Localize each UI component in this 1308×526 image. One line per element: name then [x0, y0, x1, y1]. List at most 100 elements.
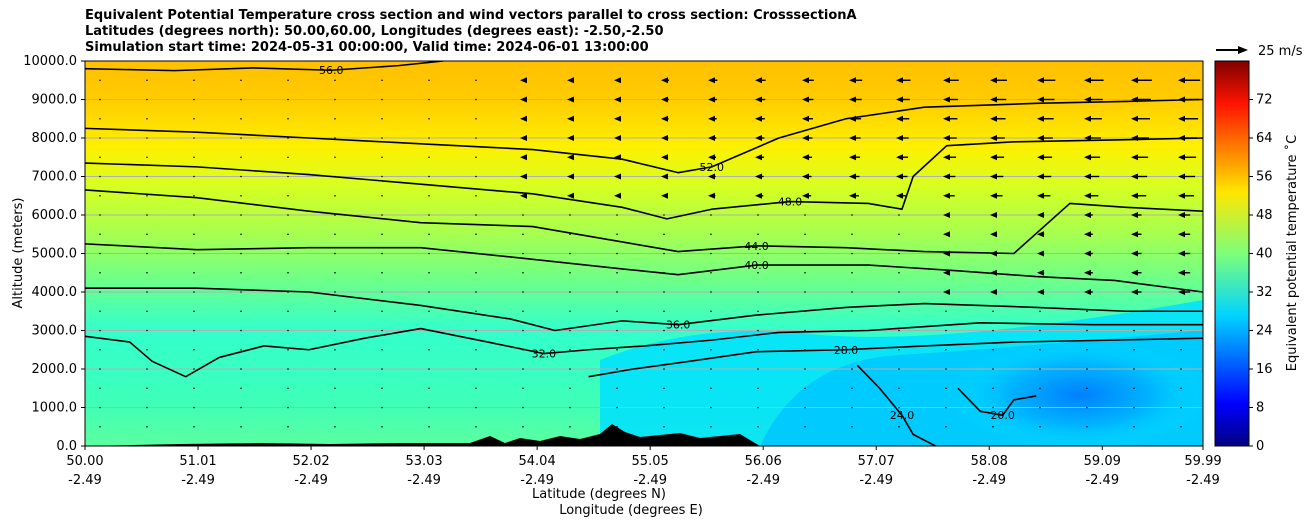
wind-vector [99, 252, 101, 255]
wind-vector [428, 194, 430, 197]
wind-vector [240, 348, 242, 351]
wind-vector-head [708, 115, 715, 122]
wind-vector [663, 406, 665, 409]
quiver-key-arrowhead [1238, 46, 1248, 54]
wind-vector [381, 137, 383, 139]
wind-vector [240, 137, 242, 139]
wind-vector [428, 310, 430, 313]
wind-vector [522, 233, 524, 236]
wind-vector [1133, 368, 1135, 370]
wind-vector [851, 406, 853, 409]
wind-vector [616, 406, 618, 409]
colorbar-tick-label: 24 [1256, 324, 1273, 339]
wind-vector [663, 329, 665, 332]
wind-vector [99, 79, 101, 82]
wind-vector [99, 310, 101, 313]
wind-vector-head [1131, 269, 1138, 276]
wind-vector [334, 271, 336, 274]
wind-vector-head [1178, 135, 1185, 141]
wind-vector [428, 79, 430, 82]
wind-vector [804, 406, 806, 409]
wind-vector-head [849, 77, 856, 84]
wind-vector [428, 214, 430, 216]
y-tick-label: 3000.0 [32, 324, 78, 339]
wind-vector [99, 425, 101, 428]
wind-vector-head [802, 135, 809, 141]
wind-vector [381, 252, 383, 255]
wind-vector-head [1084, 192, 1091, 199]
wind-vector-head [567, 135, 574, 141]
wind-vector-head [1131, 212, 1138, 218]
wind-vector-head [1178, 231, 1185, 238]
wind-vector-head [802, 192, 809, 199]
wind-vector [710, 329, 712, 332]
wind-vector-head [708, 192, 715, 199]
wind-vector [992, 329, 994, 332]
colorbar-tick-label: 72 [1256, 93, 1273, 108]
wind-vector [569, 425, 571, 428]
wind-vector-head [708, 96, 715, 103]
wind-vector [381, 79, 383, 82]
wind-vector [522, 291, 524, 293]
wind-vector-head [849, 96, 856, 103]
wind-vector-head [896, 192, 903, 199]
wind-vector [1086, 406, 1088, 409]
y-axis-label: Altitude (meters) [11, 198, 26, 309]
colorbar-tick-label: 32 [1256, 285, 1273, 300]
wind-vector [146, 194, 148, 197]
wind-vector-head [708, 77, 715, 84]
wind-vector [381, 329, 383, 332]
wind-vector-head [520, 135, 527, 141]
wind-vector [240, 368, 242, 370]
wind-vector [146, 156, 148, 159]
wind-vector [945, 348, 947, 351]
wind-vector-head [614, 154, 621, 161]
wind-vector [287, 291, 289, 293]
quiver-key-label: 25 m/s [1258, 44, 1303, 59]
wind-vector-head [755, 115, 762, 122]
wind-vector [193, 252, 195, 255]
wind-vector [381, 368, 383, 370]
wind-vector [146, 252, 148, 255]
wind-vector [428, 425, 430, 428]
wind-vector [757, 310, 759, 313]
wind-vector [240, 310, 242, 313]
wind-vector [428, 137, 430, 139]
wind-vector [381, 214, 383, 216]
wind-vector-head [990, 192, 997, 199]
wind-vector [240, 117, 242, 120]
quiver-key: 25 m/s [1216, 44, 1303, 59]
wind-vector [663, 310, 665, 313]
wind-vector-head [567, 115, 574, 122]
wind-vector-head [614, 115, 621, 122]
contour-label: 20.0 [990, 409, 1015, 422]
wind-vector [616, 233, 618, 236]
cold-core [950, 340, 1203, 446]
wind-vector-head [1037, 115, 1044, 122]
wind-vector [522, 425, 524, 428]
wind-vector [1180, 425, 1182, 428]
wind-vector [240, 194, 242, 197]
wind-vector-head [567, 77, 574, 84]
wind-vector [569, 406, 571, 409]
wind-vector [240, 233, 242, 236]
wind-vector-head [708, 135, 715, 141]
wind-vector-head [1131, 250, 1138, 257]
wind-vector [334, 175, 336, 178]
wind-vector [99, 137, 101, 139]
wind-vector [193, 329, 195, 332]
wind-vector [1039, 310, 1041, 313]
wind-vector [663, 214, 665, 216]
wind-vector [851, 291, 853, 293]
wind-vector [1086, 425, 1088, 428]
wind-vector [616, 214, 618, 216]
wind-vector [381, 310, 383, 313]
y-tick-label: 0.0 [56, 439, 77, 454]
wind-vector-head [661, 192, 668, 199]
wind-vector [193, 310, 195, 313]
wind-vector [1133, 387, 1135, 390]
wind-vector [1133, 348, 1135, 351]
x-tick-label: 57.07 [858, 454, 895, 469]
wind-vector [475, 271, 477, 274]
x-tick-lon-label: -2.49 [633, 473, 667, 488]
